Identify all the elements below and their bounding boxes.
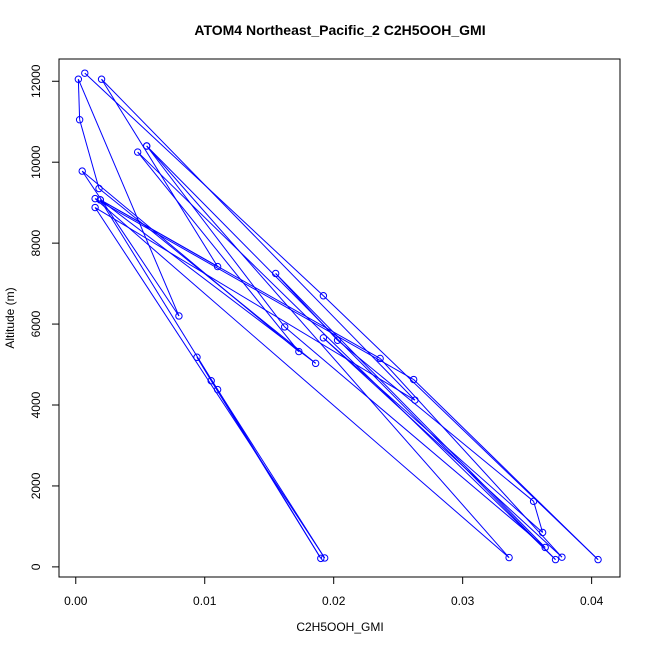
data-point [280,323,289,331]
y-axis: 0 2000 4000 6000 8000 10000 12000 [29,64,60,570]
series-segment [323,295,599,560]
y-tick-label: 2000 [29,472,43,499]
x-axis: 0.00 0.01 0.02 0.03 0.04 [64,576,604,608]
data-point [78,167,86,175]
x-tick-label: 0.03 [451,594,475,608]
series-segment [379,358,563,558]
series-segment [323,337,543,533]
data-point [411,396,419,404]
y-tick-label: 12000 [29,64,43,98]
y-tick-label: 10000 [29,145,43,179]
series-segment [94,207,326,559]
data-point [551,555,560,564]
series-segment [101,78,416,401]
chart-title: ATOM4 Northeast_Pacific_2 C2H5OOH_GMI [194,22,485,38]
data-point [133,148,142,156]
x-tick-label: 0.04 [580,594,604,608]
series-segment [101,78,219,267]
series-segment [337,339,534,502]
series-segment [94,198,414,380]
series-segment [413,379,599,560]
series-segment [137,151,556,560]
series-segment [146,145,286,328]
y-tick-label: 4000 [29,391,43,418]
data-point [213,385,222,394]
data-point [295,347,303,356]
data-point [74,75,83,83]
data-point [529,497,538,506]
y-tick-label: 6000 [29,310,43,337]
y-axis-label: Altitude (m) [3,287,17,348]
data-point [213,262,222,271]
data-point [81,69,89,77]
data-point [175,312,183,320]
data-point [558,553,566,561]
data-point [320,554,329,562]
data-point [319,334,328,342]
data-point [594,555,602,564]
series-segment [196,356,212,381]
data-point [96,196,104,204]
data-point [505,553,513,562]
series-segment [94,207,416,401]
series-segment [275,273,546,548]
data-point [319,292,328,300]
series-segment [94,198,510,558]
series-segment [146,145,556,560]
series-segment [99,199,219,390]
y-tick-label: 0 [29,563,43,570]
series-segment [79,119,100,189]
series-segment [77,79,180,317]
data-point [97,75,106,83]
series-segment [98,188,316,364]
x-tick-label: 0.00 [64,594,88,608]
series-segment [81,170,300,352]
data-point [317,554,325,563]
data-point [91,203,99,212]
data-point [91,194,99,203]
data-point [142,142,151,150]
series-segment [81,170,180,317]
data-point [538,528,547,537]
data-point [541,543,549,552]
series-segment [323,337,563,558]
data-point [75,116,84,124]
x-tick-label: 0.02 [322,594,346,608]
data-point [271,269,280,278]
series-lines [77,72,599,560]
series-segment [77,79,81,120]
data-point [193,353,201,361]
x-tick-label: 0.01 [193,594,217,608]
data-point [207,377,215,385]
series-segment [146,145,510,558]
data-point [333,336,342,344]
series-segment [284,326,546,548]
x-axis-label: C2H5OOH_GMI [296,620,383,634]
data-point [376,354,384,363]
series-segment [99,199,316,364]
data-point [95,184,103,193]
series-segment [533,501,544,533]
series-segment [137,151,300,352]
data-point [409,375,418,384]
series-points [74,69,602,564]
data-point [311,359,320,368]
series-segment [217,389,322,559]
y-tick-label: 8000 [29,229,43,256]
